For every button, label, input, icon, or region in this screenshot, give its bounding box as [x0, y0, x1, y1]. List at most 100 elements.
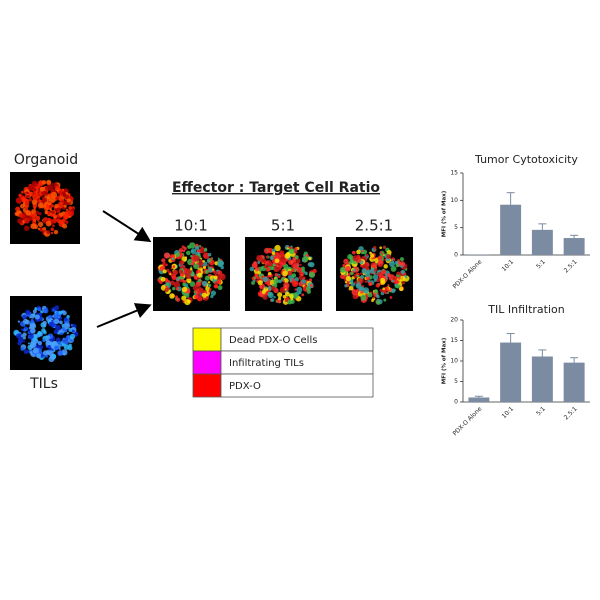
cell-dot: [299, 271, 304, 277]
cell-dot: [287, 246, 290, 249]
cell-dot: [164, 287, 169, 293]
x-tick-label: 2.5:1: [563, 258, 579, 274]
cell-dot: [257, 261, 261, 264]
cell-dot: [32, 347, 39, 354]
cell-dot: [38, 212, 42, 216]
cell-dot: [398, 286, 404, 292]
cell-dot: [172, 269, 179, 276]
cell-dot: [204, 269, 209, 274]
cell-dot: [296, 267, 303, 273]
cell-dot: [360, 294, 367, 301]
chart-title: Tumor Cytotoxicity: [474, 153, 578, 166]
cell-dot: [262, 294, 268, 300]
cell-dot: [274, 244, 281, 252]
cell-dot: [194, 294, 199, 300]
y-tick-label: 15: [450, 170, 458, 177]
cell-dot: [16, 333, 22, 339]
cell-dot: [35, 210, 39, 214]
cell-dot: [201, 280, 208, 287]
cell-dot: [383, 264, 388, 269]
cell-dot: [178, 275, 183, 280]
cell-dot: [373, 289, 379, 294]
cell-dot: [24, 195, 27, 198]
bar: [531, 356, 553, 402]
cell-dot: [264, 264, 268, 269]
cell-dot: [62, 213, 69, 220]
cell-dot: [274, 258, 280, 264]
cell-dot: [182, 249, 186, 253]
cell-dot: [71, 329, 75, 332]
cell-dot: [308, 278, 313, 282]
cell-dot: [64, 317, 68, 322]
cell-dot: [307, 262, 313, 267]
cell-dot: [264, 292, 269, 296]
cell-dot: [27, 191, 32, 196]
cell-dot: [53, 229, 59, 235]
cell-dot: [190, 248, 197, 255]
cell-dot: [292, 257, 296, 261]
bar: [531, 229, 553, 255]
cell-dot: [283, 278, 289, 284]
cell-dot: [365, 254, 369, 257]
cell-dot: [173, 281, 181, 288]
cell-dot: [50, 210, 55, 215]
cell-dot: [386, 273, 391, 278]
cell-dot: [296, 258, 301, 264]
cell-dot: [293, 250, 298, 254]
bar: [500, 204, 522, 255]
cell-dot: [185, 250, 191, 256]
organoid-label: Organoid: [14, 152, 78, 168]
cell-dot: [309, 283, 313, 287]
cell-dot: [399, 261, 406, 267]
cell-dot: [165, 263, 168, 267]
cell-dot: [54, 345, 59, 350]
x-tick-label: 2.5:1: [563, 405, 579, 421]
cell-dot: [17, 337, 24, 344]
cell-dot: [382, 268, 385, 271]
cell-dot: [202, 266, 207, 270]
cell-dot: [282, 270, 288, 277]
cell-dot: [399, 257, 405, 262]
cell-dot: [32, 309, 37, 314]
cell-dot: [350, 282, 356, 287]
cell-dot: [49, 208, 53, 212]
cell-dot: [298, 281, 304, 287]
cell-dot: [172, 265, 176, 269]
cell-dot: [209, 288, 212, 291]
cell-dot: [276, 264, 279, 268]
cell-dot: [196, 272, 202, 278]
cell-dot: [376, 300, 381, 305]
cell-dot: [361, 251, 365, 255]
cell-dot: [193, 255, 200, 262]
cell-dot: [45, 211, 48, 214]
cell-dot: [30, 223, 37, 230]
cell-dot: [169, 273, 172, 276]
cell-dot: [355, 283, 362, 289]
cell-dot: [283, 282, 290, 289]
cell-dot: [189, 267, 193, 271]
cell-dot: [304, 271, 308, 276]
cell-dot: [47, 344, 52, 349]
cell-dot: [342, 263, 346, 268]
cell-dot: [46, 230, 51, 234]
cell-dot: [23, 340, 26, 343]
cell-dot: [61, 323, 65, 327]
cell-dot: [56, 219, 62, 224]
cell-dot: [189, 281, 196, 287]
cell-dot: [47, 350, 54, 356]
tils-label: TILs: [29, 376, 58, 392]
cell-dot: [298, 275, 303, 280]
arrow: [96, 303, 152, 328]
cell-dot: [30, 328, 36, 334]
cell-dot: [64, 194, 70, 200]
x-tick-label: 10:1: [501, 258, 516, 273]
micrographs: [10, 172, 413, 370]
cell-dot: [267, 291, 274, 299]
cell-dot: [210, 257, 213, 260]
cell-dot: [377, 255, 383, 261]
cell-dot: [364, 280, 368, 283]
cell-dot: [23, 349, 29, 355]
cell-dot: [278, 279, 282, 283]
legend: Dead PDX-O Cells Infiltrating TILs PDX-O: [192, 327, 374, 398]
